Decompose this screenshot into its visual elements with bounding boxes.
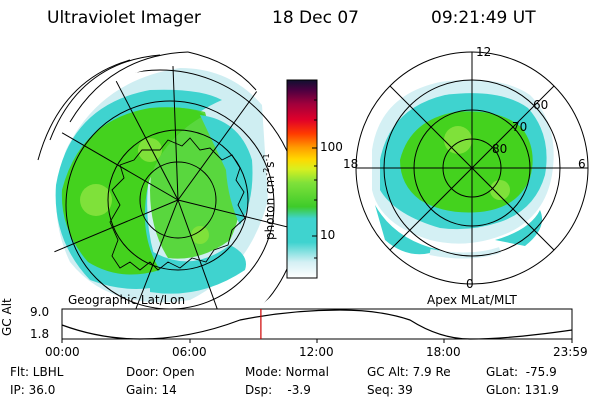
colorbar-unit-label: photon cm-2s-1 — [262, 153, 277, 240]
mlt-label-0: 0 — [466, 277, 474, 291]
info-door: Door: Open — [126, 365, 195, 379]
geographic-map-caption: Geographic Lat/Lon — [68, 293, 186, 307]
info-gc-alt: GC Alt: 7.9 Re — [367, 365, 451, 379]
magnetic-map-caption: Apex MLat/MLT — [427, 293, 517, 307]
colorbar-tick-10: 10 — [320, 228, 336, 242]
timeline-tick: 00:00 — [45, 345, 80, 359]
info-glon: GLon: 131.9 — [486, 383, 559, 397]
info-ip: IP: 36.0 — [10, 383, 56, 397]
app-title: Ultraviolet Imager — [47, 8, 201, 28]
mlt-label-12: 12 — [476, 45, 492, 59]
altitude-curve — [61, 309, 573, 340]
info-filter: Flt: LBHL — [10, 365, 64, 379]
timeline-tick: 18:00 — [426, 345, 461, 359]
color-scale-bar — [286, 79, 318, 279]
header-date: 18 Dec 07 — [272, 8, 359, 28]
colorbar-tick-100: 100 — [320, 140, 343, 154]
mlt-label-6: 6 — [578, 157, 586, 171]
info-glat: GLat: -75.9 — [486, 365, 557, 379]
timeline-tick: 23:59 — [553, 345, 588, 359]
orbit-timeline — [61, 308, 573, 343]
magnetic-map — [355, 51, 589, 285]
timeline-tick: 06:00 — [172, 345, 207, 359]
timeline-y-top: 9.0 — [30, 305, 50, 319]
info-seq: Seq: 39 — [367, 383, 413, 397]
info-mode: Mode: Normal — [245, 365, 329, 379]
timeline-axis-label: GC Alt — [0, 298, 14, 336]
timeline-tick: 12:00 — [299, 345, 334, 359]
mlt-label-18: 18 — [343, 157, 359, 171]
info-dsp: Dsp: -3.9 — [245, 383, 311, 397]
mlat-label-80: 80 — [492, 142, 508, 156]
mlat-label-60: 60 — [533, 98, 549, 112]
info-gain: Gain: 14 — [126, 383, 177, 397]
mlat-label-70: 70 — [512, 120, 528, 134]
header-time: 09:21:49 UT — [431, 8, 536, 28]
timeline-y-bottom: 1.8 — [30, 327, 50, 341]
